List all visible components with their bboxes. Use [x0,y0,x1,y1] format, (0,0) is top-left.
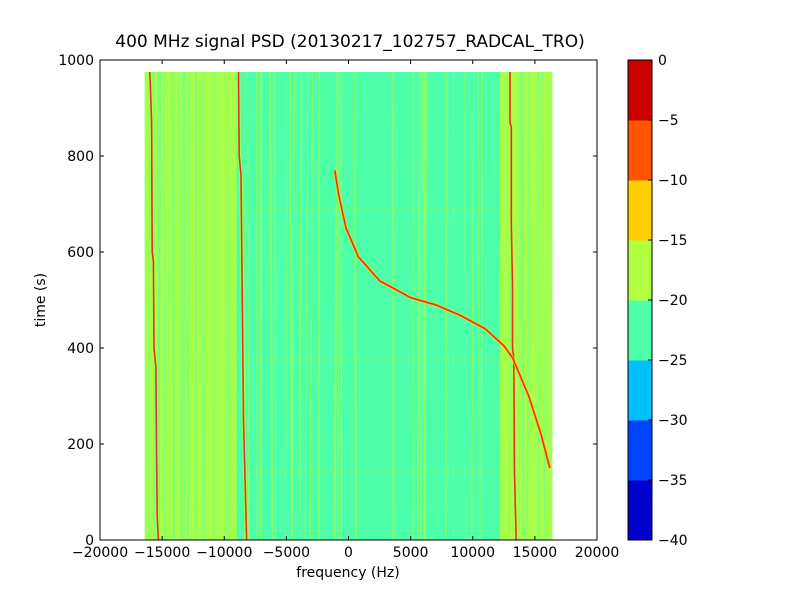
colorbar-ticks: −40 −35 −30 −25 −20 −15 −10 −5 0 [648,53,688,549]
y-tick-label: 1000 [58,53,94,69]
outer-band-left-fill [144,72,237,540]
x-tick-label: −20000 [72,545,128,561]
colorbar-tick-label: −20 [658,293,688,309]
carrier-line [148,71,160,540]
spectral-stripe [299,71,302,540]
spectral-stripe [464,71,467,540]
plot-area [100,60,597,540]
colorbar [627,59,653,541]
colorbar-segment [628,360,652,421]
chart-title: 400 MHz signal PSD (20130217_102757_RADC… [115,32,584,52]
y-axis: 0 200 400 600 800 1000 [58,53,597,549]
spectral-stripe [285,71,289,540]
x-tick-label: −10000 [196,545,252,561]
x-tick-label: −15000 [134,545,190,561]
spectral-stripe [204,71,206,540]
y-tick-label: 0 [85,533,94,549]
colorbar-tick-label: −25 [658,353,688,369]
spectral-stripe [353,71,357,540]
spectral-stripe [269,71,274,540]
spectral-stripe [526,71,531,540]
spectral-stripe [274,71,277,540]
colorbar-tick-label: −40 [658,533,688,549]
spectral-stripe [416,71,421,540]
spectral-stripe [166,71,171,540]
spectral-stripe [255,71,258,540]
y-axis-label: time (s) [33,273,49,327]
colorbar-segment [628,240,652,301]
doppler-trace [334,170,551,469]
x-axis: −20000 −15000 −10000 −5000 0 5000 10000 15000 20… [72,60,619,561]
spectral-stripe [246,71,250,540]
colorbar-segment [628,180,652,241]
spectral-stripe [477,71,480,540]
spectral-stripe [333,71,339,540]
x-tick-label: 5000 [393,545,429,561]
x-axis-label: frequency (Hz) [296,565,399,581]
spectral-stripe [471,71,475,540]
spectral-stripe [518,71,522,540]
y-tick-label: 800 [67,149,94,165]
spectral-stripe [158,71,162,540]
spectral-stripe [521,71,525,540]
colorbar-segment [628,120,652,181]
colorbar-tick-label: −30 [658,413,688,429]
spectral-stripe [177,71,182,540]
spectral-stripe [542,71,546,540]
spectral-stripe [224,71,228,540]
carrier-lines [147,71,518,540]
spectral-stripe [304,71,309,540]
colorbar-segment [628,300,652,361]
carrier-line [237,71,248,540]
colorbar-segment [628,420,652,481]
outer-band-left [144,72,237,540]
spectral-stripe [291,71,296,540]
colorbar-tick-label: 0 [658,53,667,69]
x-tick-label: 10000 [450,545,495,561]
spectral-stripe [480,71,484,540]
spectral-stripe [170,71,175,540]
spectral-stripe [194,71,197,540]
x-tick-label: −5000 [263,545,310,561]
x-tick-label: 0 [344,545,353,561]
colorbar-tick-label: −10 [658,173,688,189]
colorbar-tick-label: −5 [658,113,679,129]
outer-band-right-fill [500,72,553,540]
x-tick-label: 15000 [513,545,558,561]
y-tick-label: 400 [67,341,94,357]
spectral-stripe [157,71,161,540]
carrier-line [509,72,517,540]
spectral-stripe [186,71,191,540]
spectral-stripe [337,71,340,540]
spectral-stripe [183,71,186,540]
y-tick-label: 600 [67,245,94,261]
colorbar-segment [628,480,652,541]
spectral-stripe [226,71,230,540]
spectral-stripe [420,71,423,540]
colorbar-tick-label: −35 [658,473,688,489]
outer-band-right [500,72,553,540]
x-tick-label: 20000 [575,545,620,561]
colorbar-segment [628,60,652,121]
spectral-stripe [309,71,314,540]
y-tick-label: 200 [67,437,94,453]
spectral-stripe [424,71,428,540]
spectral-stripe [180,71,184,540]
colorbar-tick-label: −15 [658,233,688,249]
